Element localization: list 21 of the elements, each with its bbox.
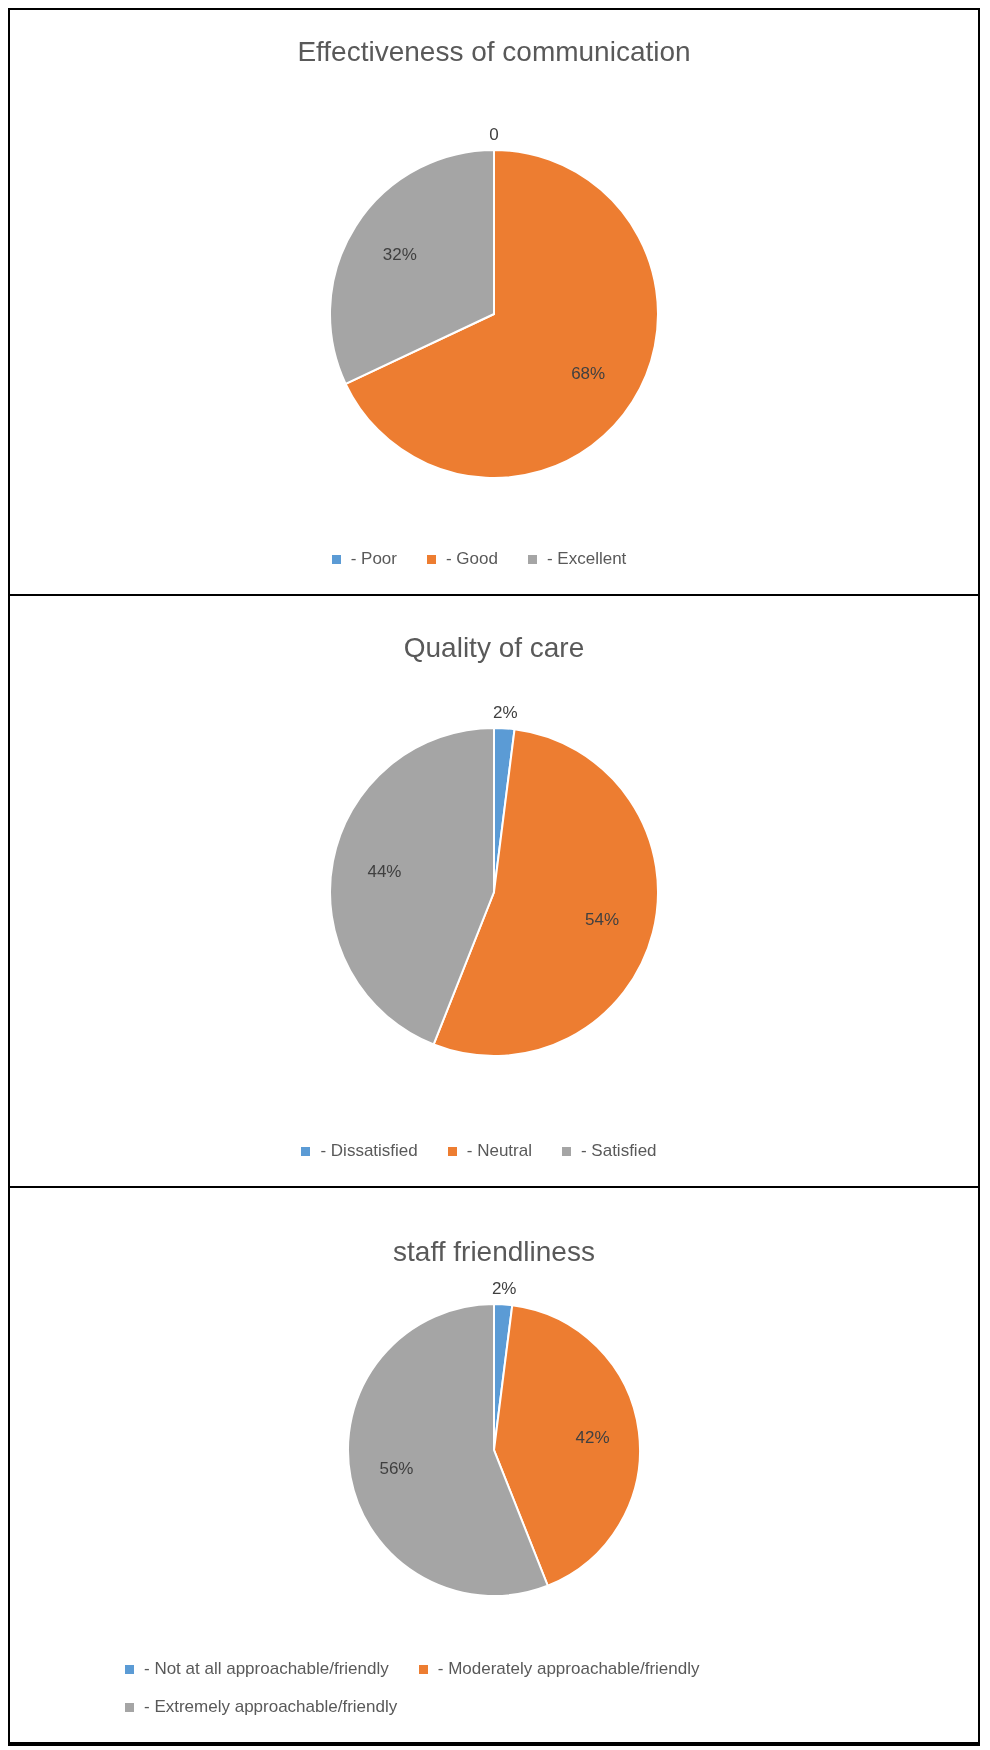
data-label: 68% bbox=[571, 364, 606, 384]
text: 0 bbox=[489, 124, 499, 144]
legend-label: - Not at all approachable/friendly bbox=[144, 1658, 389, 1680]
data-label: 2% bbox=[493, 702, 518, 722]
data-label: 44% bbox=[367, 861, 402, 881]
chart-title: Effectiveness of communication bbox=[296, 35, 692, 69]
data-label: 32% bbox=[382, 244, 417, 264]
data-label: 56% bbox=[379, 1459, 414, 1479]
legend-label: - Satisfied bbox=[580, 1140, 657, 1162]
data-label: 42% bbox=[575, 1428, 610, 1448]
legend-label: - Excellent bbox=[546, 548, 627, 570]
legend-label: - Good bbox=[445, 548, 498, 570]
chart-title: staff friendliness bbox=[392, 1235, 596, 1269]
legend-label: - Dissatisfied bbox=[320, 1140, 418, 1162]
data-label: 2% bbox=[491, 1278, 517, 1298]
legend-label: - Extremely approachable/friendly bbox=[144, 1696, 398, 1718]
legend-label: - Poor bbox=[350, 548, 397, 570]
chart-title: Quality of care bbox=[402, 631, 586, 665]
legend-label: - Neutral bbox=[466, 1140, 532, 1162]
legend-label: - Moderately approachable/friendly bbox=[437, 1658, 700, 1680]
data-label: 54% bbox=[585, 910, 620, 930]
